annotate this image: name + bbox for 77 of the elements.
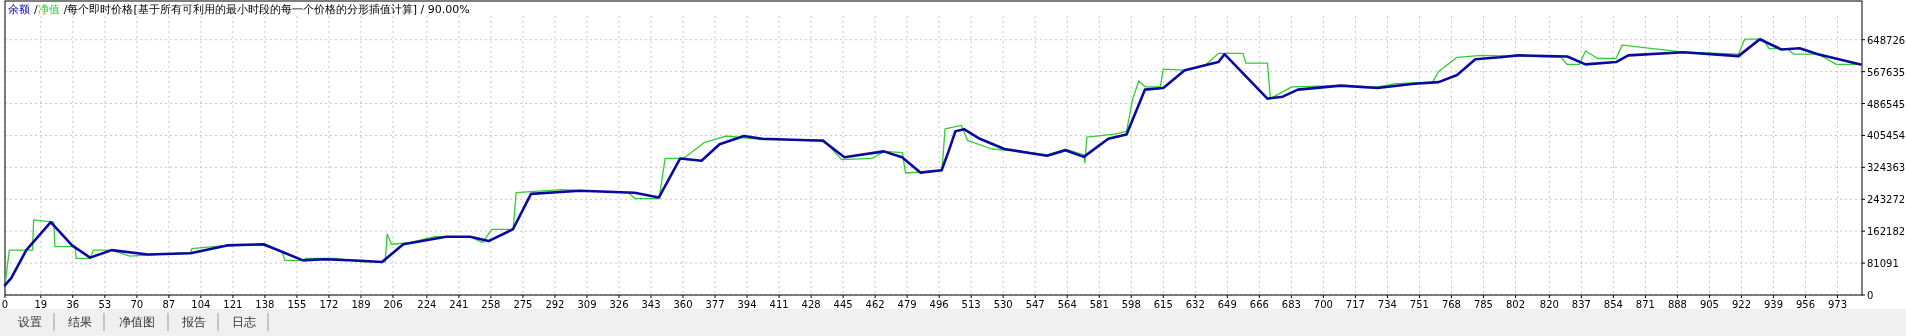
x-tick-label: 700 xyxy=(1313,299,1333,310)
x-tick-label: 326 xyxy=(609,299,629,310)
text: 净值 xyxy=(37,3,60,16)
text: 设置 xyxy=(18,315,42,329)
x-tick-label: 615 xyxy=(1153,299,1173,310)
x-tick-label: 70 xyxy=(130,299,144,310)
x-tick-label: 513 xyxy=(961,299,981,310)
x-tick-label: 479 xyxy=(897,299,917,310)
text: 净值图 xyxy=(119,315,155,329)
x-tick-label: 0 xyxy=(1,299,9,310)
text: / xyxy=(63,3,68,16)
x-tick-label: 496 xyxy=(929,299,949,310)
y-tick-label: 486545 xyxy=(1867,98,1906,110)
x-tick-label: 309 xyxy=(577,299,597,310)
y-tick-label: 567635 xyxy=(1867,66,1906,78)
y-tick-label: 405454 xyxy=(1867,130,1906,142)
x-tick-label: 581 xyxy=(1089,299,1109,310)
x-tick-label: 802 xyxy=(1505,299,1526,310)
y-tick-label: 243272 xyxy=(1867,194,1906,206)
text: 结果 xyxy=(68,315,92,329)
x-tick-label: 36 xyxy=(66,299,80,310)
y-tick-label: 0 xyxy=(1867,290,1874,301)
x-tick-label: 939 xyxy=(1763,299,1784,310)
x-tick-label: 547 xyxy=(1025,299,1045,310)
x-tick-label: 121 xyxy=(223,299,243,310)
x-tick-label: 649 xyxy=(1217,299,1237,310)
x-tick-label: 360 xyxy=(673,299,693,310)
x-tick-label: 820 xyxy=(1539,299,1559,310)
x-tick-label: 224 xyxy=(417,299,437,310)
text: 报告 xyxy=(181,315,206,329)
x-tick-label: 343 xyxy=(641,299,661,310)
text: / xyxy=(34,3,38,16)
x-tick-label: 632 xyxy=(1185,299,1205,310)
x-tick-label: 785 xyxy=(1473,299,1493,310)
y-tick-label: 648726 xyxy=(1867,34,1906,46)
x-tick-label: 189 xyxy=(351,299,371,310)
x-tick-label: 377 xyxy=(705,299,725,310)
x-tick-label: 53 xyxy=(98,299,112,310)
x-tick-label: 837 xyxy=(1571,299,1591,310)
x-tick-label: 751 xyxy=(1409,299,1429,310)
chart-title: 每个即时价格[基于所有可利用的最小时段的每一个价格的分形插值计算] / 90.00% xyxy=(67,3,470,16)
x-tick-label: 19 xyxy=(34,299,48,310)
x-tick-label: 530 xyxy=(993,299,1013,310)
x-tick-label: 717 xyxy=(1345,299,1365,310)
x-tick-label: 258 xyxy=(481,299,501,310)
x-tick-label: 87 xyxy=(162,299,176,310)
x-tick-label: 564 xyxy=(1057,299,1077,310)
x-tick-label: 275 xyxy=(513,299,533,310)
x-tick-label: 411 xyxy=(769,299,789,310)
x-tick-label: 292 xyxy=(545,299,565,310)
y-tick-label: 162182 xyxy=(1867,226,1906,238)
x-tick-label: 394 xyxy=(737,299,757,310)
x-tick-label: 888 xyxy=(1667,299,1687,310)
x-tick-label: 922 xyxy=(1731,299,1752,310)
text: 日志 xyxy=(232,315,256,329)
x-tick-label: 172 xyxy=(319,299,339,310)
x-tick-label: 445 xyxy=(833,299,853,310)
x-tick-label: 854 xyxy=(1603,299,1623,310)
y-tick-label: 81091 xyxy=(1867,258,1899,270)
x-tick-label: 871 xyxy=(1635,299,1655,310)
x-tick-label: 428 xyxy=(801,299,821,310)
x-tick-label: 956 xyxy=(1795,299,1816,310)
x-tick-label: 683 xyxy=(1281,299,1301,310)
x-tick-label: 462 xyxy=(865,299,885,310)
x-tick-label: 973 xyxy=(1827,299,1848,310)
x-tick-label: 155 xyxy=(287,299,307,310)
y-tick-label: 324363 xyxy=(1867,162,1906,174)
x-tick-label: 734 xyxy=(1377,299,1397,310)
x-tick-label: 905 xyxy=(1699,299,1719,310)
x-tick-label: 598 xyxy=(1121,299,1141,310)
x-tick-label: 104 xyxy=(191,299,211,310)
x-tick-label: 241 xyxy=(449,299,469,310)
x-tick-label: 666 xyxy=(1249,299,1269,310)
x-tick-label: 138 xyxy=(255,299,275,310)
x-tick-label: 768 xyxy=(1441,299,1461,310)
text: 余额 xyxy=(8,3,30,16)
x-tick-label: 206 xyxy=(383,299,403,310)
